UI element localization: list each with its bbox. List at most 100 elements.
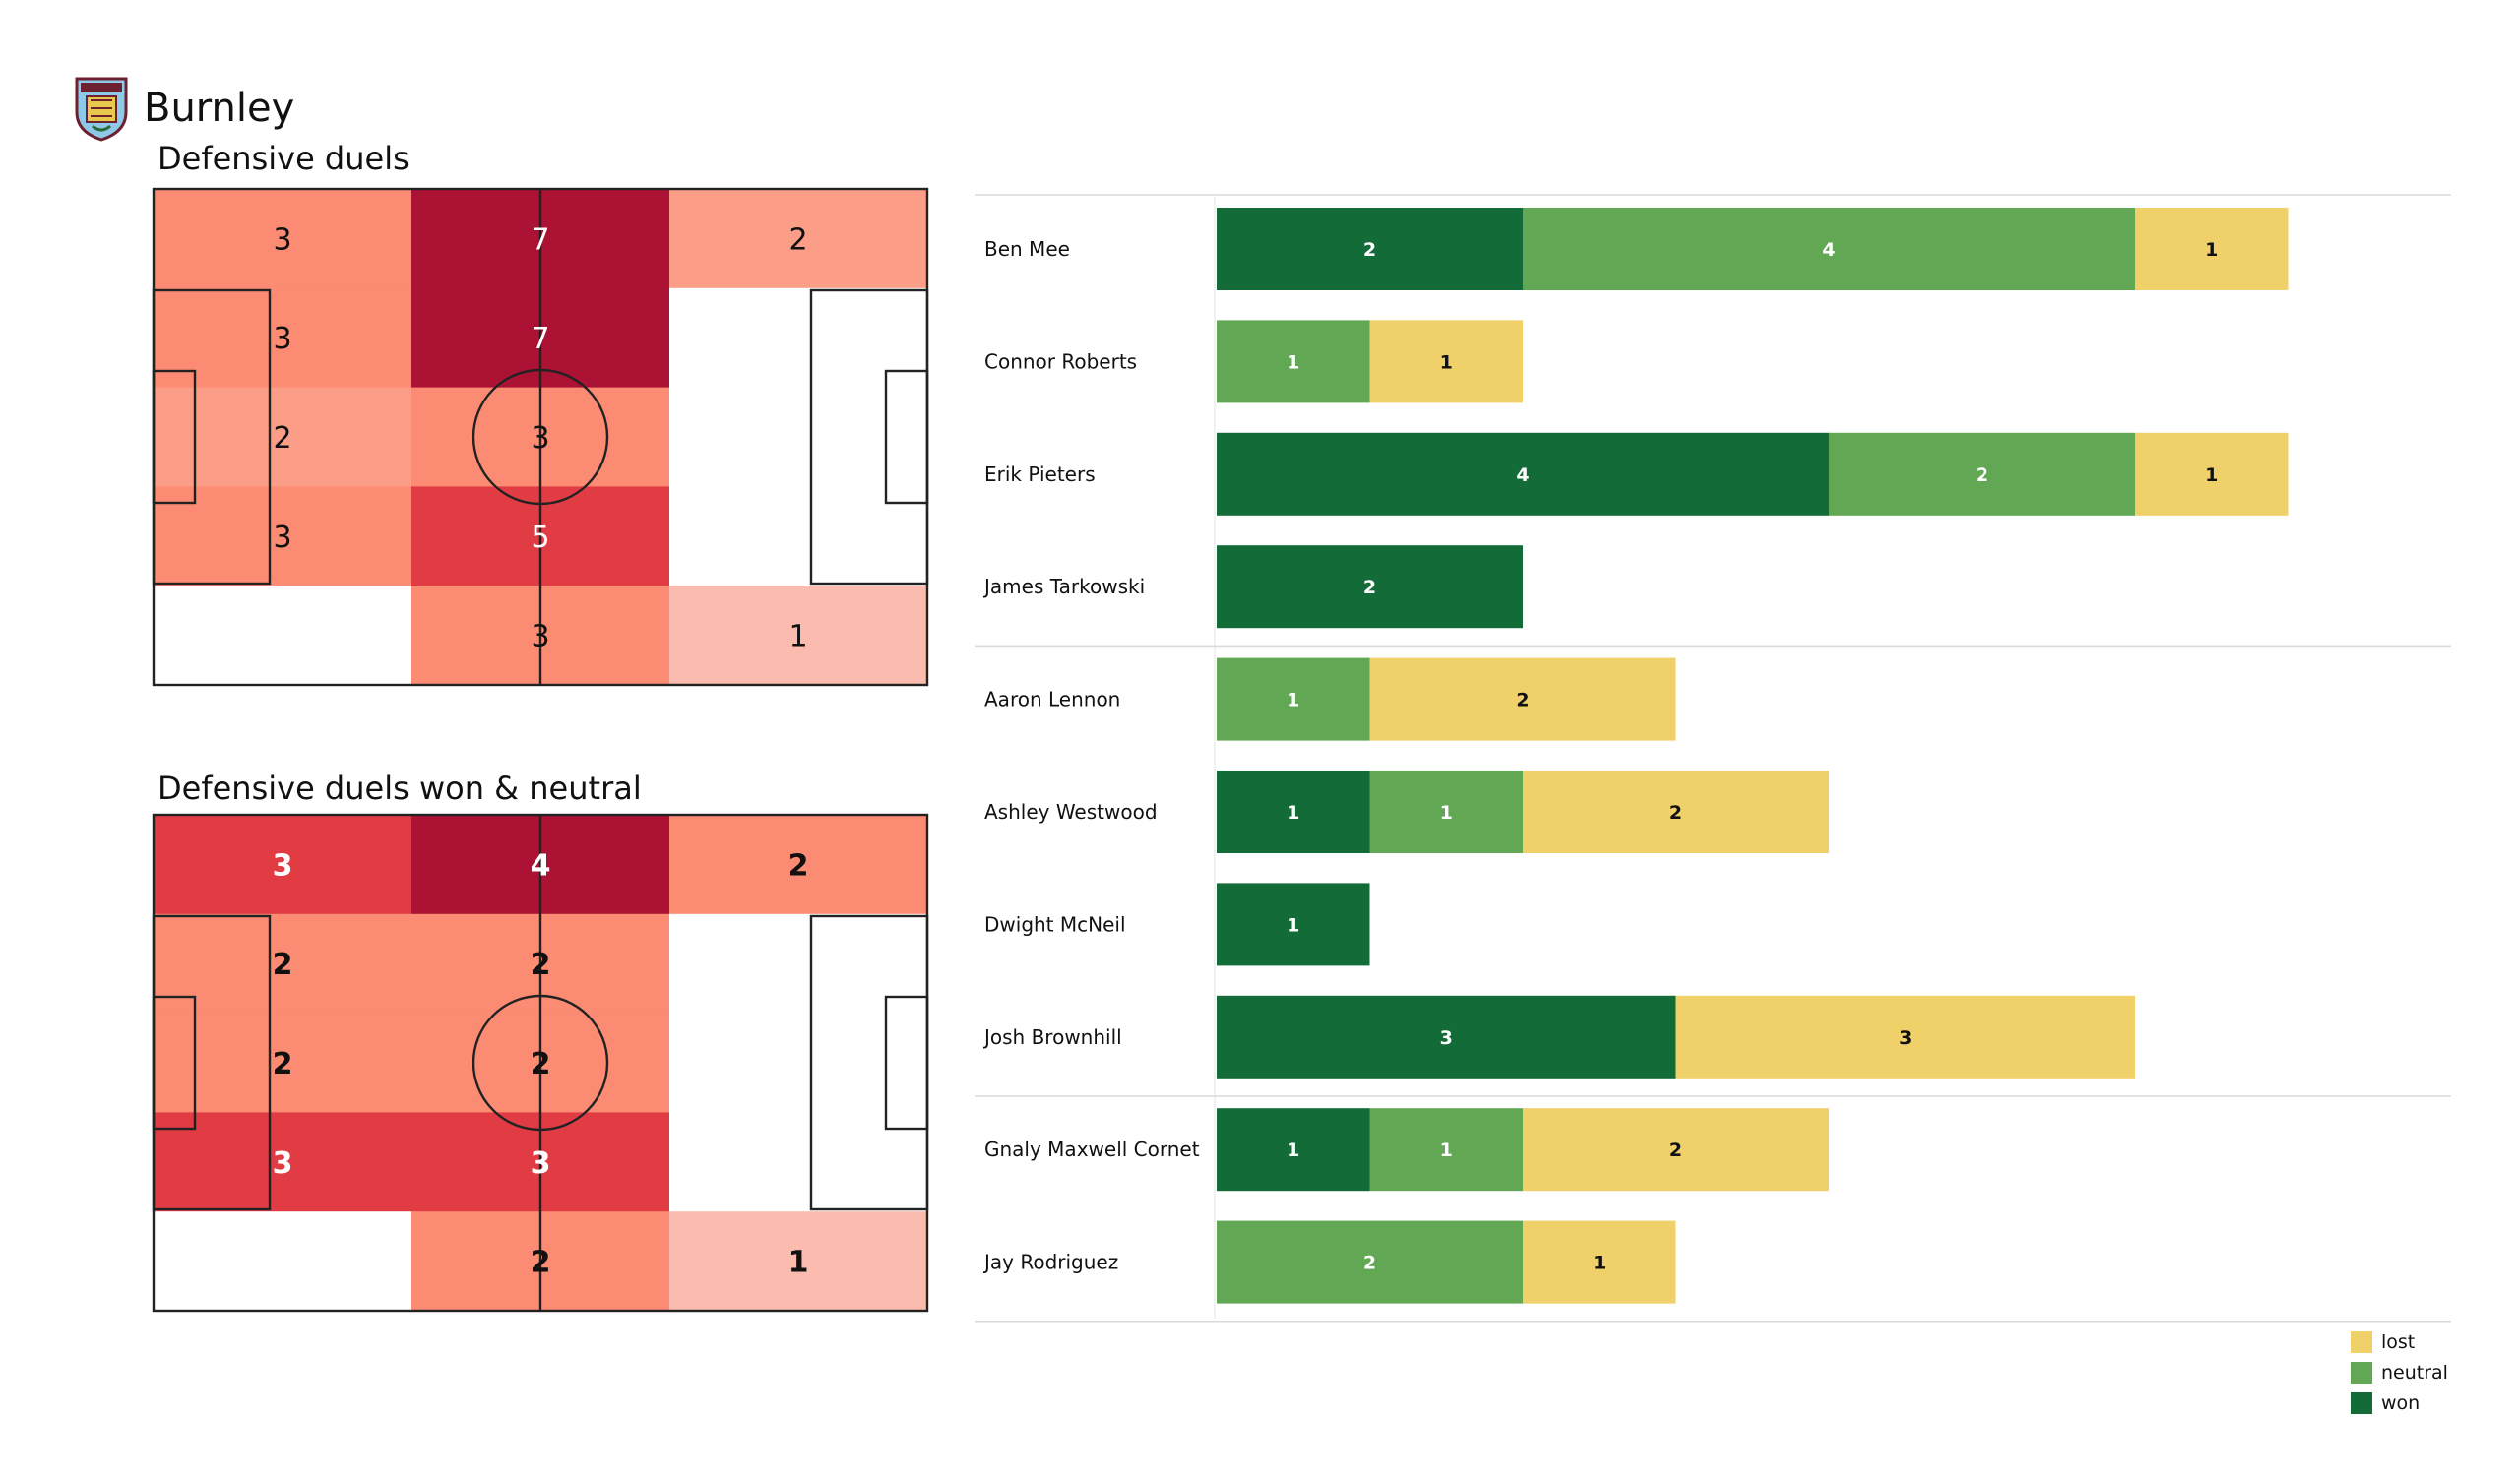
duels-cell-r3-c0 [154, 486, 412, 586]
duels-value-r1-c0: 3 [273, 322, 291, 356]
bar-lost-0 [2135, 208, 2289, 290]
pitch-title-duels: Defensive duels [158, 140, 410, 177]
bar-lost-7 [1675, 995, 2135, 1079]
duels-right-six-yard-box [884, 369, 929, 505]
won-value-r4-c2: 1 [788, 1246, 809, 1280]
player-label-6: Dwight McNeil [984, 912, 1126, 936]
legend-label-won: won [2381, 1391, 2421, 1414]
bar-label-won-3: 2 [1363, 577, 1376, 598]
won-pitch-lines [152, 813, 929, 1313]
player-label-9: Jay Rodriguez [982, 1251, 1118, 1274]
bar-lost-5 [1523, 771, 1829, 853]
player-label-0: Ben Mee [984, 237, 1070, 261]
duels-value-r3-c1: 5 [531, 521, 549, 555]
duels-value-r0-c2: 2 [788, 222, 807, 257]
bar-label-won-8: 1 [1287, 1140, 1299, 1161]
heatmap-defensive-duels: 3 7 2 3 7 2 3 3 5 3 1 [152, 187, 929, 687]
won-value-r4-c1: 2 [531, 1246, 551, 1280]
bar-neutral-1 [1217, 320, 1370, 403]
bar-neutral-4 [1217, 657, 1370, 741]
won-cell-r4-c2 [669, 1211, 928, 1312]
won-cell-r1-c2 [669, 913, 928, 1015]
bar-label-neutral-1: 1 [1287, 351, 1299, 373]
won-cell-r3-c0 [154, 1112, 412, 1212]
won-center-circle [472, 994, 609, 1132]
bar-label-won-7: 3 [1440, 1027, 1453, 1049]
player-label-4: Aaron Lennon [984, 688, 1120, 711]
bar-label-neutral-0: 4 [1822, 239, 1835, 261]
player-duels-bar-chart: Ben Mee 2 4 1 Connor Roberts 1 1 Erik Pieters 4 2… [975, 194, 2451, 1323]
chart-legend: lost neutral won [2351, 1326, 2448, 1418]
won-value-r0-c2: 2 [788, 848, 809, 883]
bar-label-lost-5: 2 [1670, 802, 1682, 824]
bar-won-3 [1217, 545, 1523, 629]
duels-value-r2-c1: 3 [531, 421, 549, 456]
duels-value-r1-c1: 7 [531, 322, 549, 356]
legend-swatch-won [2351, 1391, 2372, 1414]
player-label-8: Gnaly Maxwell Cornet [984, 1138, 1200, 1161]
legend-swatch-neutral [2351, 1361, 2372, 1384]
won-value-r1-c0: 2 [273, 948, 293, 982]
duels-value-r2-c0: 2 [273, 421, 291, 456]
player-label-2: Erik Pieters [984, 462, 1096, 486]
bar-lost-4 [1369, 657, 1676, 741]
heatmap-duels-won-neutral: 3 4 2 2 2 2 2 3 3 2 1 [152, 813, 929, 1313]
duels-left-six-yard-box [152, 369, 197, 505]
duels-cell-r4-c0 [154, 586, 412, 686]
pitch-title-won-neutral: Defensive duels won & neutral [158, 770, 642, 807]
duels-center-circle [472, 368, 609, 506]
bar-label-won-6: 1 [1287, 914, 1299, 936]
won-cell-r0-c2 [669, 815, 928, 915]
bar-label-won-5: 1 [1287, 802, 1299, 824]
bar-lost-8 [1523, 1108, 1829, 1192]
duels-cell-r2-c0 [154, 387, 412, 487]
bar-label-neutral-9: 2 [1363, 1253, 1376, 1274]
legend-swatch-lost [2351, 1330, 2372, 1353]
won-cell-r4-c0 [154, 1211, 412, 1312]
bar-label-neutral-4: 1 [1287, 690, 1299, 711]
bar-label-lost-8: 2 [1670, 1140, 1682, 1161]
bar-neutral-0 [1523, 208, 2135, 290]
duels-cell-r0-c0 [154, 189, 412, 289]
won-cell-r2-c0 [154, 1013, 412, 1113]
team-name: Burnley [144, 86, 295, 131]
legend-item-neutral: neutral [2351, 1357, 2448, 1388]
won-value-r1-c1: 2 [531, 948, 551, 982]
won-cell-r3-c2 [669, 1112, 928, 1212]
duels-cell-r3-c2 [669, 486, 928, 586]
bar-label-won-0: 2 [1363, 239, 1376, 261]
legend-label-neutral: neutral [2381, 1361, 2448, 1384]
won-value-r3-c0: 3 [273, 1146, 293, 1181]
duels-value-r4-c2: 1 [788, 620, 807, 654]
bar-label-neutral-8: 1 [1440, 1140, 1453, 1161]
bar-won-5 [1217, 771, 1370, 853]
bar-neutral-5 [1369, 771, 1523, 853]
bar-lost-1 [1369, 320, 1523, 403]
duels-value-r0-c0: 3 [273, 222, 291, 257]
won-value-r2-c1: 2 [531, 1047, 551, 1081]
bar-lost-2 [2135, 432, 2289, 516]
bar-label-lost-7: 3 [1899, 1027, 1912, 1049]
duels-value-r4-c1: 3 [531, 620, 549, 654]
duels-cell-r0-c2 [669, 189, 928, 289]
bar-neutral-8 [1369, 1108, 1523, 1192]
player-label-7: Josh Brownhill [982, 1025, 1122, 1049]
bar-label-neutral-5: 1 [1440, 802, 1453, 824]
bar-won-8 [1217, 1108, 1370, 1192]
won-cell-r0-c0 [154, 815, 412, 915]
bar-won-0 [1217, 208, 1523, 290]
duels-cell-r1-c0 [154, 287, 412, 389]
player-label-5: Ashley Westwood [984, 800, 1158, 824]
won-value-r3-c1: 3 [531, 1146, 551, 1181]
player-label-1: Connor Roberts [984, 349, 1137, 373]
bar-label-lost-2: 1 [2205, 464, 2218, 486]
bar-neutral-2 [1829, 432, 2135, 516]
won-cell-r1-c0 [154, 913, 412, 1015]
bar-label-lost-4: 2 [1516, 690, 1529, 711]
legend-item-won: won [2351, 1388, 2448, 1418]
burnley-crest-icon [75, 77, 128, 142]
bar-label-lost-1: 1 [1440, 351, 1453, 373]
bar-won-6 [1217, 883, 1370, 966]
bar-label-neutral-2: 2 [1976, 464, 1988, 486]
won-left-six-yard-box [152, 995, 197, 1131]
